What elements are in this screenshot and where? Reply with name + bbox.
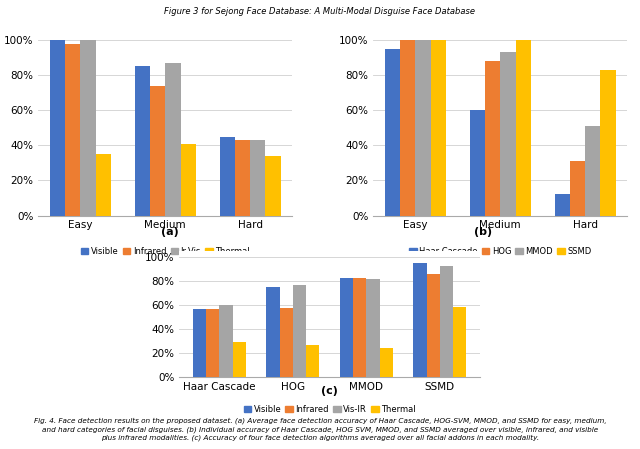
Bar: [165, 63, 180, 216]
Bar: [96, 154, 111, 216]
Text: (a): (a): [161, 227, 179, 237]
Bar: [366, 279, 380, 377]
Bar: [385, 49, 400, 216]
Bar: [453, 307, 467, 377]
Bar: [250, 140, 266, 216]
Bar: [220, 136, 235, 216]
Bar: [180, 144, 196, 216]
Bar: [81, 40, 96, 216]
Bar: [500, 53, 516, 216]
Bar: [585, 126, 600, 216]
Bar: [400, 40, 415, 216]
Bar: [135, 66, 150, 216]
Bar: [206, 309, 220, 377]
Bar: [65, 44, 81, 216]
Bar: [485, 61, 500, 216]
Bar: [266, 156, 281, 216]
Text: Figure 3 for Sejong Face Database: A Multi-Modal Disguise Face Database: Figure 3 for Sejong Face Database: A Mul…: [164, 7, 476, 16]
Bar: [235, 140, 250, 216]
Bar: [50, 40, 65, 216]
Bar: [266, 287, 280, 377]
Bar: [306, 345, 319, 377]
Bar: [440, 266, 453, 377]
Bar: [427, 274, 440, 377]
Bar: [193, 309, 206, 377]
Legend: Haar Cascade, HOG, MMOD, SSMD: Haar Cascade, HOG, MMOD, SSMD: [406, 244, 595, 259]
Bar: [470, 110, 485, 216]
Bar: [570, 161, 585, 216]
Text: (c): (c): [321, 386, 338, 396]
Legend: Visible, Infrared, Vis-IR, Thermal: Visible, Infrared, Vis-IR, Thermal: [240, 401, 419, 417]
Bar: [232, 343, 246, 377]
Bar: [293, 285, 306, 377]
Bar: [380, 348, 393, 377]
Bar: [220, 305, 232, 377]
Bar: [150, 86, 165, 216]
Bar: [555, 194, 570, 216]
Legend: Visible, Infrared, Ir-Vis, Thermal: Visible, Infrared, Ir-Vis, Thermal: [77, 244, 253, 259]
Bar: [353, 278, 366, 377]
Text: Fig. 4. Face detection results on the proposed dataset. (a) Average face detecti: Fig. 4. Face detection results on the pr…: [34, 418, 606, 441]
Bar: [280, 308, 293, 377]
Bar: [413, 264, 427, 377]
Bar: [415, 40, 431, 216]
Bar: [340, 278, 353, 377]
Bar: [516, 40, 531, 216]
Bar: [600, 70, 616, 216]
Text: (b): (b): [474, 227, 492, 237]
Bar: [431, 40, 446, 216]
